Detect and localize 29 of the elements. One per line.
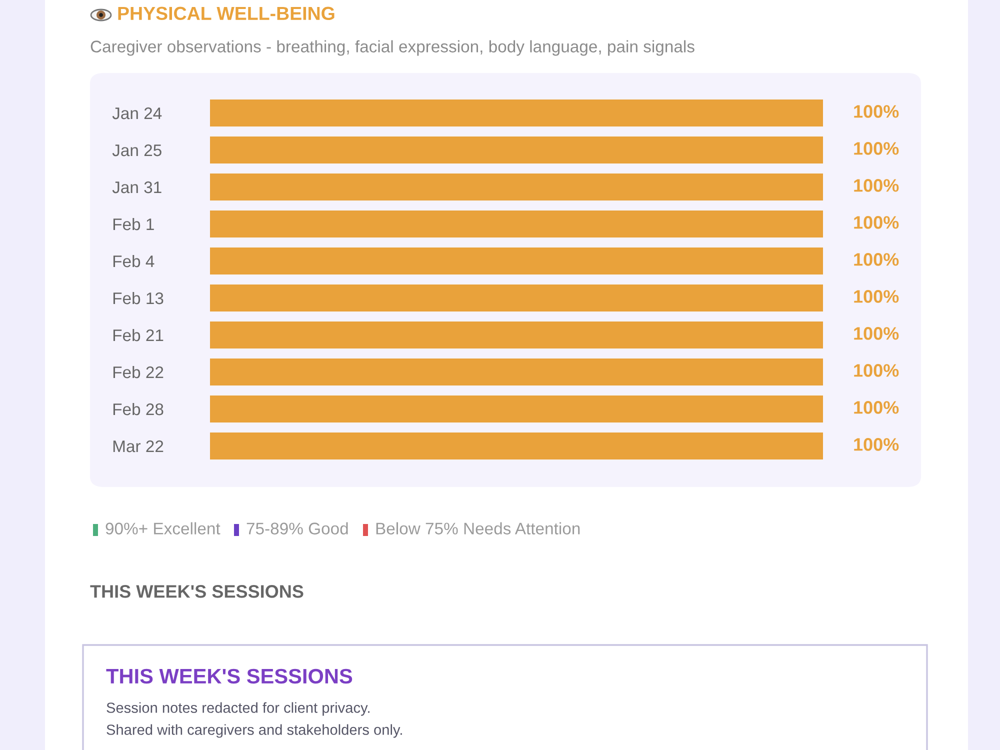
data-label: 100% — [854, 290, 899, 303]
y-tick-label: Mar 22 — [113, 440, 164, 452]
data-label: 100% — [854, 216, 899, 229]
data-label: 100% — [854, 401, 899, 414]
text: 75-89% Good — [246, 522, 348, 534]
y-tick-label: Jan 25 — [112, 144, 162, 156]
y-tick-label: Feb 28 — [113, 402, 164, 416]
text: Shared with caregivers and stakeholders only. — [106, 724, 402, 738]
y-tick-label: Feb 21 — [113, 328, 164, 342]
y-tick-label: Jan 24 — [112, 107, 162, 120]
data-label: 100% — [854, 253, 899, 266]
text: THIS WEEK'S SESSIONS — [90, 585, 304, 598]
text: Below 75% Needs Attention — [376, 522, 580, 534]
text: THIS WEEK'S SESSIONS — [106, 668, 352, 684]
y-tick-label: Feb 22 — [113, 366, 164, 378]
data-label: 100% — [854, 105, 899, 118]
text: 90%+ Excellent — [106, 522, 220, 534]
data-label: 100% — [854, 179, 899, 192]
y-tick-label: Feb 4 — [113, 254, 154, 268]
y-tick-label: Feb 1 — [113, 218, 154, 230]
chart-subtitle: Caregiver observations - breathing, facial expression, body language, pain signals — [90, 40, 694, 56]
y-tick-label: Feb 13 — [113, 292, 164, 304]
y-tick-label: Jan 31 — [112, 181, 162, 194]
data-label: 100% — [854, 438, 899, 451]
data-label: 100% — [854, 364, 899, 377]
data-label: 100% — [854, 327, 899, 340]
chart-title: PHYSICAL WELL-BEING — [118, 6, 334, 20]
text: Session notes redacted for client privacy. — [106, 702, 370, 716]
data-label: 100% — [854, 142, 899, 155]
